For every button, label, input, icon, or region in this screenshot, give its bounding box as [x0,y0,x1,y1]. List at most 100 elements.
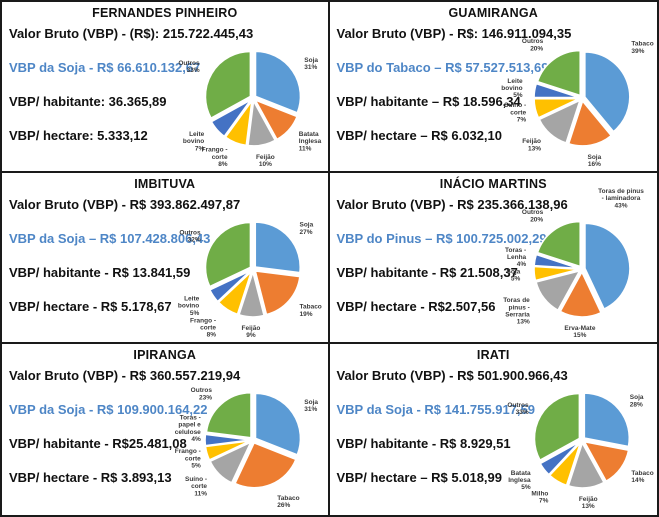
pie-label: Leite bovino 5% [501,78,523,99]
pie-slice-soja [583,392,631,448]
pie-slice-frango-corte [223,100,253,147]
stat-vbp-habitante: VBP/ habitante - R$ 21.508,37 [336,265,518,280]
vbp-stats: Valor Bruto (VBP) - R$: 146.911.094,35 V… [337,27,572,163]
pie-label: Outros 23% [190,387,212,401]
pie-slice-soja [567,99,613,147]
pie-label: Erva-Mate 15% [564,325,595,339]
pie-label: Frango -corte 5% [174,448,200,469]
pie-slice-soja [253,221,301,274]
pie-label: Milho 7% [531,490,548,504]
stat-valor-bruto: Valor Bruto (VBP) - R$ 501.900.966,43 [336,368,568,383]
pie-slice-feijão [538,98,582,145]
pie-slice-outros [204,391,252,439]
pie-label: Soja 5% [507,268,521,282]
pie-label: Soja 31% [304,57,318,71]
panel-title: IPIRANGA [133,348,197,362]
pie-slice-frango-corte [204,440,250,462]
pie-label: Frango -corte 8% [190,317,216,338]
stat-vbp-principal: VBP da Soja - R$ 141.755.917,59 [336,402,536,417]
vbp-stats: Valor Bruto (VBP) - R$ 501.900.966,43 VB… [337,369,568,505]
pie-label: Soja 16% [588,154,602,168]
vbp-stats: Valor Bruto (VBP) - (R$): 215.722.445,43… [9,27,253,163]
pie-label: Toras -Lenha 4% [505,247,527,268]
panel-title: IRATI [476,348,510,362]
stat-valor-bruto: Valor Bruto (VBP) - R$ 393.862.497,87 [9,197,241,212]
stat-vbp-habitante: VBP/ habitante: 36.365,89 [9,94,167,109]
pie-label: Soja 31% [304,399,318,413]
pie-label: Outros 33% [178,60,200,74]
stat-valor-bruto: Valor Bruto (VBP) - R$ 360.557.219,94 [9,368,241,383]
stat-vbp-principal: VBP da Soja - R$ 66.610.132,67 [9,60,201,75]
stat-vbp-hectare: VBP/ hectare – R$ 6.032,10 [336,128,503,143]
stat-vbp-principal: VBP do Pinus – R$ 100.725.002,29 [336,231,547,246]
stat-valor-bruto: Valor Bruto (VBP) - R$ 235.366.138,96 [336,197,568,212]
stat-vbp-habitante: VBP/ habitante - R$ 13.841,59 [9,265,191,280]
stat-vbp-principal: VBP da Soja – R$ 107.428.806,43 [9,231,211,246]
pie-label: Outros 32% [179,229,201,243]
panel-imbituva: IMBITUVA Valor Bruto (VBP) - R$ 393.862.… [2,173,330,344]
panel-irati: IRATI Valor Bruto (VBP) - R$ 501.900.966… [330,344,658,515]
pie-label: Feijão 13% [579,496,598,510]
pie-slice-toras-de-pinus-serraria [535,269,582,312]
stat-vbp-habitante: VBP/ habitante - R$25.481,08 [9,436,187,451]
panel-title: INÁCIO MARTINS [439,177,547,191]
pie-slice-tabaco [582,440,630,483]
pie-slice-outros [536,49,582,97]
pie-label: Outros 20% [522,209,544,223]
pie-label: Suíno -corte 7% [504,102,526,123]
pie-slice-leite-bovino [209,99,251,138]
stat-valor-bruto: Valor Bruto (VBP) - (R$): 215.722.445,43 [9,26,254,41]
pie-slice-soja [533,265,580,282]
stat-vbp-principal: VBP do Tabaco – R$ 57.527.513,69 [336,60,549,75]
panel-title: IMBITUVA [134,177,196,191]
pie-slice-feijão [237,269,265,318]
pie-label: Batata Inglesa 5% [508,470,531,491]
pie-chart: Soja 31% Batata Inglesa 11% Feijão 10% Frango -… [178,50,321,168]
pie-slice-feijão [567,440,606,489]
panel-title: GUAMIRANGA [448,6,538,20]
pie-label: Suíno -corte 11% [185,476,207,497]
pie-chart: Soja 31% Tabaco 26% Suíno -corte 11% Frango -c… [174,387,318,509]
pie-label: Tabaco 19% [299,304,321,318]
pie-label: Tabaco 14% [631,470,653,484]
pie-slice-leite-bovino [208,269,251,303]
panel-inacio-martins: INÁCIO MARTINS Valor Bruto (VBP) - R$ 23… [329,173,657,344]
pie-chart: Toras de pinus - laminadora 43% Erva-Mate 15… [503,188,644,339]
stat-valor-bruto: Valor Bruto (VBP) - R$: 146.911.094,35 [336,26,572,41]
pie-label: Leite bovino 7% [182,131,204,152]
pie-label: Outros 33% [507,402,529,416]
vbp-stats: Valor Bruto (VBP) - R$ 235.366.138,96 VB… [337,198,568,334]
stat-vbp-habitante: VBP/ habitante - R$ 8.929,51 [336,436,511,451]
stat-vbp-hectare: VBP/ hectare - R$ 5.178,67 [9,299,172,314]
pie-label: Toras de pinus - laminadora 43% [598,188,644,209]
stat-vbp-hectare: VBP/ hectare - R$ 3.893,13 [9,470,172,485]
pie-label: Frango -corte 8% [201,147,227,168]
stat-vbp-hectare: VBP/ hectare – R$ 5.018,99 [336,470,503,485]
pie-slice-suíno-corte [208,440,253,484]
pie-chart: Soja 27% Tabaco 19% Feijão 9% Frango -corte 8%L… [177,221,321,339]
pie-slice-leite-bovino [533,82,580,99]
pie-label: Feijão 10% [255,154,274,168]
pie-slice-outros [204,221,251,288]
pie-slice-toras-papel-e-celulose [203,433,250,447]
pie-slice-toras-de-pinus-laminadora [584,222,631,311]
pie-slice-milho [548,442,582,487]
vbp-stats: Valor Bruto (VBP) - R$ 360.557.219,94 VB… [9,369,240,505]
pie-label: Outros 20% [522,38,544,52]
pie-label: Feijão 13% [522,138,541,152]
stat-vbp-hectare: VBP/ hectare - R$2.507,56 [336,299,496,314]
panel-title: FERNANDES PINHEIRO [92,6,238,20]
pie-slice-toras-lenha [533,253,580,270]
pie-slice-soja [254,50,301,114]
panel-ipiranga: IPIRANGA Valor Bruto (VBP) - R$ 360.557.… [2,344,330,515]
stat-vbp-hectare: VBP/ hectare: 5.333,12 [9,128,148,143]
pie-slice-tabaco [253,270,301,316]
pie-slice-batata-inglesa [252,98,298,141]
pie-chart: Soja 28% Tabaco 14% Feijão 13% Milho 7%Batata In… [507,392,654,510]
pie-slice-tabaco [233,441,297,489]
pie-label: Soja 27% [299,222,313,236]
panel-guamiranga: GUAMIRANGA Valor Bruto (VBP) - R$: 146.9… [329,2,657,173]
pie-label: Toras de pinus -Serraria 13% [503,297,530,326]
pie-label: Batata Inglesa 11% [298,131,321,152]
pie-label: Tabaco 26% [277,495,299,509]
